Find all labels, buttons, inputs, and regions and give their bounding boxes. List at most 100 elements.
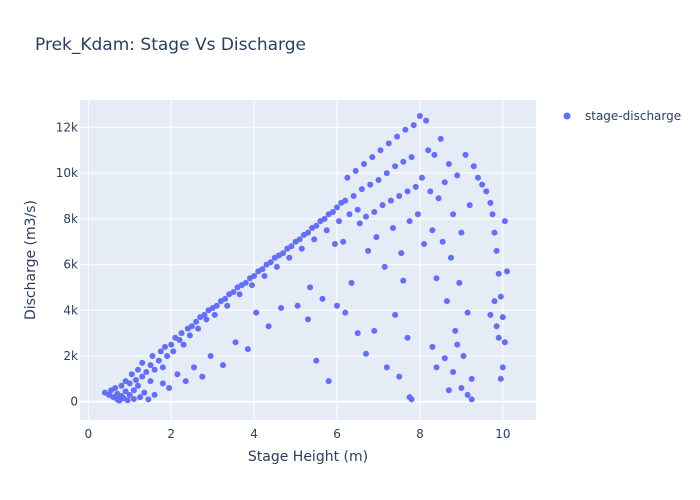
data-point[interactable] (489, 211, 496, 218)
data-point[interactable] (398, 250, 405, 257)
data-point[interactable] (220, 362, 226, 369)
data-point[interactable] (501, 339, 508, 346)
data-point[interactable] (454, 172, 461, 179)
data-point[interactable] (365, 247, 372, 254)
data-point[interactable] (408, 154, 415, 161)
data-point[interactable] (159, 380, 166, 387)
data-point[interactable] (390, 225, 396, 231)
data-point[interactable] (286, 254, 293, 261)
data-point[interactable] (139, 359, 146, 366)
data-point[interactable] (416, 113, 423, 119)
data-point[interactable] (493, 323, 500, 330)
data-point[interactable] (429, 227, 436, 234)
data-point[interactable] (433, 275, 440, 282)
data-point[interactable] (392, 311, 399, 318)
data-point[interactable] (371, 327, 378, 334)
data-point[interactable] (344, 174, 351, 181)
data-point[interactable] (130, 396, 137, 402)
data-point[interactable] (441, 355, 448, 362)
data-point[interactable] (452, 327, 459, 334)
data-point[interactable] (458, 385, 465, 391)
data-point[interactable] (124, 397, 131, 404)
data-point[interactable] (329, 209, 336, 215)
data-point[interactable] (249, 282, 255, 289)
data-point[interactable] (211, 311, 218, 318)
data-point[interactable] (346, 211, 353, 218)
data-point[interactable] (504, 268, 510, 275)
data-point[interactable] (410, 122, 417, 129)
data-point[interactable] (133, 377, 139, 383)
data-point[interactable] (143, 369, 150, 375)
data-point[interactable] (253, 309, 260, 316)
data-point[interactable] (168, 341, 175, 348)
data-point[interactable] (443, 298, 450, 305)
data-point[interactable] (470, 163, 477, 170)
data-point[interactable] (348, 279, 355, 286)
data-point[interactable] (487, 311, 494, 318)
data-point[interactable] (242, 279, 249, 286)
data-point[interactable] (468, 396, 475, 403)
data-point[interactable] (350, 193, 357, 199)
data-point[interactable] (342, 197, 349, 204)
data-point[interactable] (466, 202, 473, 209)
data-point[interactable] (170, 348, 177, 355)
data-point[interactable] (387, 197, 394, 204)
data-point[interactable] (408, 396, 415, 403)
data-point[interactable] (313, 357, 320, 364)
data-point[interactable] (159, 364, 166, 371)
data-point[interactable] (454, 341, 461, 348)
data-point[interactable] (305, 229, 311, 236)
data-point[interactable] (112, 385, 119, 391)
data-point[interactable] (460, 353, 467, 359)
data-point[interactable] (149, 353, 156, 359)
data-point[interactable] (176, 337, 183, 343)
data-point[interactable] (499, 314, 506, 321)
data-point[interactable] (450, 369, 457, 375)
data-point[interactable] (501, 218, 508, 225)
data-point[interactable] (419, 174, 425, 181)
data-point[interactable] (406, 218, 413, 225)
data-point[interactable] (331, 241, 338, 247)
data-point[interactable] (265, 323, 272, 330)
data-point[interactable] (191, 364, 197, 371)
data-point[interactable] (431, 151, 438, 158)
data-point[interactable] (261, 273, 268, 279)
data-point[interactable] (147, 378, 154, 385)
data-point[interactable] (358, 186, 365, 193)
data-point[interactable] (445, 161, 452, 167)
data-point[interactable] (334, 204, 340, 211)
data-point[interactable] (421, 241, 428, 247)
data-point[interactable] (296, 236, 303, 243)
data-point[interactable] (377, 147, 384, 154)
data-point[interactable] (188, 323, 195, 330)
data-point[interactable] (383, 364, 390, 371)
data-point[interactable] (147, 362, 154, 369)
data-point[interactable] (354, 206, 361, 213)
data-point[interactable] (361, 161, 367, 167)
data-point[interactable] (385, 140, 392, 147)
data-point[interactable] (319, 295, 326, 302)
data-point[interactable] (164, 353, 171, 359)
data-point[interactable] (145, 396, 152, 403)
data-point[interactable] (232, 339, 239, 346)
data-point[interactable] (456, 279, 463, 286)
data-point[interactable] (334, 302, 340, 309)
data-point[interactable] (222, 295, 229, 302)
data-point[interactable] (236, 291, 243, 298)
data-point[interactable] (495, 270, 502, 277)
data-point[interactable] (379, 202, 386, 209)
plot-area[interactable] (80, 100, 536, 420)
data-point[interactable] (213, 302, 220, 309)
data-point[interactable] (180, 341, 187, 348)
data-point[interactable] (464, 309, 471, 316)
data-point[interactable] (437, 135, 444, 142)
data-point[interactable] (404, 188, 411, 195)
data-point[interactable] (427, 188, 434, 195)
data-point[interactable] (259, 266, 266, 273)
data-point[interactable] (267, 259, 274, 266)
data-point[interactable] (141, 389, 148, 396)
data-point[interactable] (195, 325, 202, 332)
data-point[interactable] (375, 177, 382, 183)
data-point[interactable] (356, 220, 363, 227)
data-point[interactable] (294, 302, 301, 309)
